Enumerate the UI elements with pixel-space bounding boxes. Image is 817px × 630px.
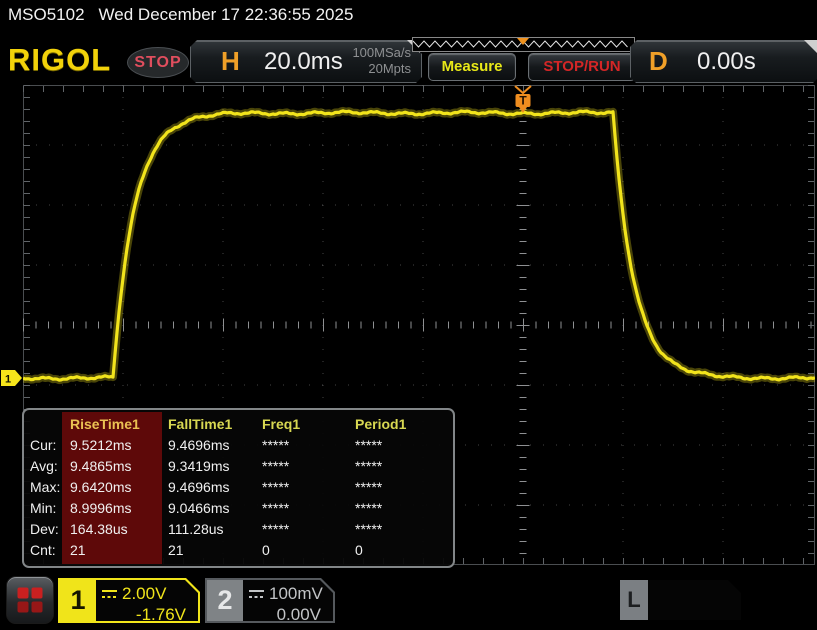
meas-value: 0 (355, 542, 363, 558)
dc-coupling-icon (249, 590, 264, 598)
meas-value: 9.4696ms (168, 437, 230, 453)
meas-value: 21 (168, 542, 184, 558)
ch1-scale: 2.00V (122, 584, 167, 603)
meas-value: 21 (70, 542, 86, 558)
stop-run-button[interactable]: STOP/RUN (528, 53, 636, 81)
row-label: Min: (30, 500, 57, 516)
meas-value: ***** (262, 479, 290, 495)
menu-grid-icon (17, 587, 43, 613)
meas-col-header-period[interactable]: Period1 (355, 416, 407, 432)
trigger-chevron-icon (514, 85, 532, 95)
center-axes (23, 85, 815, 565)
measure-button[interactable]: Measure (428, 53, 516, 81)
ch1-ground-marker[interactable]: 1 (0, 368, 24, 388)
logic-channels-block[interactable]: 0 1 2 3 4 5 6 7 8 9 10 11 12 13 14 15 L (618, 578, 743, 622)
meas-value: ***** (262, 521, 290, 537)
ch1-waveform-glow (23, 106, 815, 385)
meas-value: 9.5212ms (70, 437, 132, 453)
horizontal-label: H (221, 46, 240, 76)
dc-coupling-icon (102, 590, 117, 598)
trigger-t-label: T (519, 94, 527, 108)
meas-value: 9.0466ms (168, 500, 230, 516)
trigger-marker[interactable]: T (514, 85, 532, 113)
meas-value: 9.6420ms (70, 479, 132, 495)
row-label: Dev: (30, 521, 59, 537)
row-label: Avg: (30, 458, 58, 474)
table-corner (24, 414, 64, 435)
channel1-status-block[interactable]: 2.00V -1.76V 1 (58, 578, 200, 623)
overview-waveform-icon (413, 40, 628, 48)
rigol-logo: RIGOL (8, 42, 112, 77)
ch2-number-badge: 2 (207, 580, 243, 621)
row-label: Cur: (30, 437, 57, 453)
trigger-tag-icon (515, 94, 531, 107)
ch2-scale: 100mV (269, 584, 323, 603)
meas-value: ***** (355, 437, 383, 453)
ch1-offset: -1.76V (135, 605, 186, 624)
main-menu-button[interactable] (6, 576, 54, 624)
trigger-tag-stem-icon (519, 107, 527, 113)
logic-row1: 0 1 2 3 4 5 6 7 (654, 620, 744, 630)
meas-value: ***** (262, 458, 290, 474)
channel2-status-block[interactable]: 100mV 0.00V 2 (205, 578, 335, 623)
meas-value: ***** (355, 521, 383, 537)
ch2-offset: 0.00V (276, 605, 321, 624)
meas-value: ***** (262, 500, 290, 516)
memory-depth: 20Mpts (368, 61, 411, 76)
ch1-waveform (23, 109, 815, 382)
horizontal-timebase-panel[interactable]: H 20.0ms 100MSa/s 20Mpts (190, 40, 422, 83)
meas-value: 111.28us (168, 521, 224, 537)
sample-rate: 100MSa/s (352, 45, 411, 60)
meas-value: ***** (262, 437, 290, 453)
meas-value: 8.9996ms (70, 500, 132, 516)
meas-value: 9.4865ms (70, 458, 132, 474)
meas-value: ***** (355, 500, 383, 516)
meas-value: 9.3419ms (168, 458, 230, 474)
meas-value: 0 (262, 542, 270, 558)
selected-measurement-column-highlight (62, 412, 162, 564)
meas-col-header-freq[interactable]: Freq1 (262, 416, 301, 432)
datetime: Wed December 17 22:36:55 2025 (98, 5, 354, 24)
meas-col-header-falltime[interactable]: FallTime1 (168, 416, 233, 432)
meas-col-header-risetime[interactable]: RiseTime1 (70, 416, 140, 432)
trigger-delay-panel[interactable]: D 0.00s (630, 40, 817, 83)
logic-badge: L (620, 580, 648, 620)
waveform-overview-bar[interactable] (412, 37, 635, 52)
meas-value: ***** (355, 458, 383, 474)
measurement-table: RiseTime1 FallTime1 Freq1 Period1 Cur: 9… (22, 408, 455, 568)
meas-value: 164.38us (70, 521, 128, 537)
ch1-number-badge: 1 (60, 580, 96, 621)
sample-rate-block: 100MSa/s 20Mpts (352, 45, 411, 77)
meas-value: 9.4696ms (168, 479, 230, 495)
row-label: Cnt: (30, 542, 56, 558)
trigger-position-triangle-icon (517, 38, 529, 45)
waveform-display-grid: T (23, 85, 815, 565)
row-label: Max: (30, 479, 61, 495)
meas-value: ***** (355, 479, 383, 495)
timebase-value: 20.0ms (264, 48, 343, 75)
ch1-marker-label: 1 (5, 374, 11, 386)
titlebar: MSO5102 Wed December 17 22:36:55 2025 (8, 5, 353, 25)
delay-label: D (649, 46, 668, 76)
border-ticks (23, 85, 815, 565)
delay-value: 0.00s (697, 48, 756, 75)
acquisition-status-badge[interactable]: STOP (127, 47, 189, 78)
model-name: MSO5102 (8, 5, 85, 24)
